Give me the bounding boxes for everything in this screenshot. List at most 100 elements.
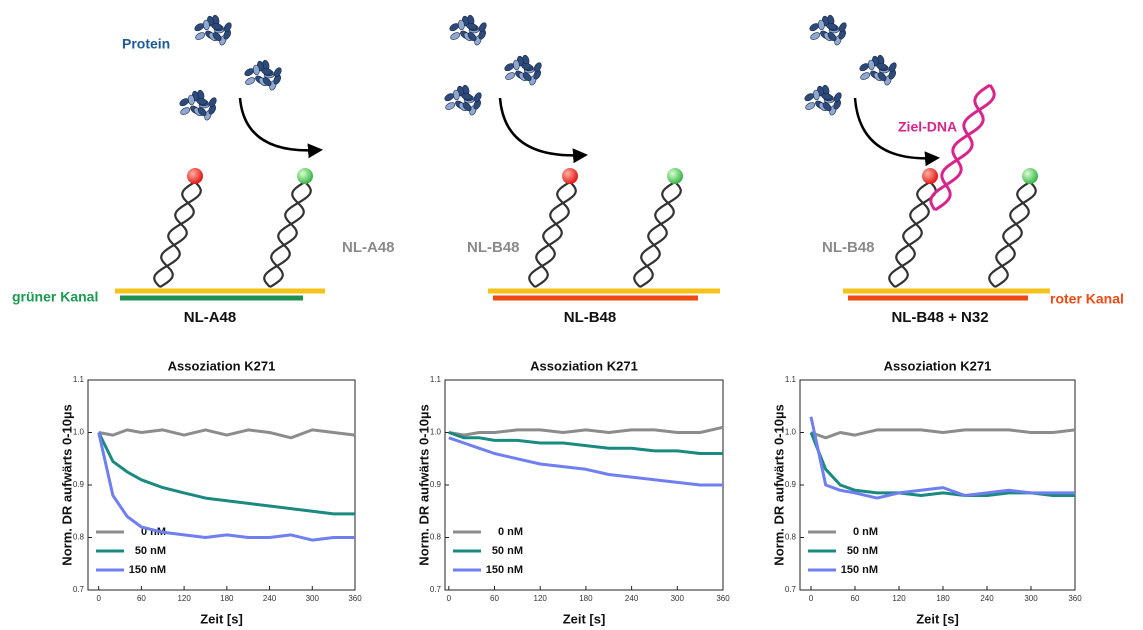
series-line	[809, 431, 1075, 497]
arrow	[498, 97, 588, 164]
protein	[179, 89, 217, 121]
dna-strand	[988, 181, 1031, 288]
x-axis-label: Zeit [s]	[200, 611, 243, 626]
y-tick-label: 1.1	[73, 375, 85, 384]
arrow	[238, 97, 323, 159]
strand-label: NL-B48	[467, 239, 520, 256]
protein-part	[211, 22, 222, 30]
protein	[809, 14, 847, 46]
plot-frame	[87, 379, 356, 591]
protein-part	[876, 62, 887, 70]
x-tick-label: 60	[137, 594, 146, 603]
protein-part	[262, 77, 272, 87]
strand-label: NL-A48	[342, 239, 395, 256]
series-line	[448, 431, 723, 455]
protein	[194, 14, 232, 46]
protein-part	[533, 62, 542, 73]
dna-strand	[153, 181, 196, 288]
protein-part	[821, 92, 832, 100]
y-tick-label: 0.9	[73, 480, 85, 489]
protein	[449, 14, 487, 46]
fluorophore	[922, 168, 938, 184]
series-line	[810, 428, 1076, 440]
y-tick-label: 1.1	[785, 375, 797, 384]
protein-part	[466, 22, 477, 30]
x-axis-label: Zeit [s]	[563, 611, 606, 626]
charts: Assoziation K271 Zeit [s] Norm. DR aufwärt…	[59, 358, 1082, 626]
x-tick-label: 180	[579, 594, 593, 603]
protein-part	[195, 32, 206, 40]
y-tick-label: 0.8	[73, 533, 85, 542]
dna-strand	[639, 181, 682, 288]
protein-part	[196, 97, 207, 105]
channel-label: roter Kanal	[1050, 291, 1124, 307]
series-line	[97, 431, 355, 516]
y-tick-label: 0.9	[430, 480, 442, 489]
protein-part	[245, 77, 256, 85]
protein-part	[810, 32, 821, 40]
fluorophore	[187, 168, 203, 184]
protein-part	[253, 64, 260, 76]
x-tick-label: 0	[96, 594, 101, 603]
x-tick-label: 360	[348, 594, 362, 603]
legend-label: 50 nM	[135, 545, 166, 557]
x-tick-label: 300	[306, 594, 320, 603]
x-axis-label: Zeit [s]	[916, 611, 959, 626]
protein-part	[478, 22, 487, 33]
series-line	[97, 432, 355, 542]
protein-part	[888, 62, 897, 73]
strand-label: NL-B48	[822, 239, 875, 256]
x-tick-label: 0	[447, 594, 452, 603]
x-tick-label: 120	[534, 594, 548, 603]
protein-part	[467, 32, 477, 42]
plot-frame	[444, 379, 724, 591]
protein-part	[827, 32, 837, 42]
protein-part	[818, 19, 825, 31]
protein-part	[838, 22, 847, 33]
x-tick-label: 240	[625, 594, 639, 603]
protein-part	[522, 72, 532, 82]
protein-part	[868, 59, 875, 71]
caption: NL-A48	[184, 309, 237, 326]
chart-title: Assoziation K271	[530, 358, 638, 373]
y-tick-label: 0.7	[73, 585, 85, 594]
y-tick-label: 0.7	[785, 585, 797, 594]
protein-part	[223, 22, 232, 33]
protein-part	[813, 89, 820, 101]
protein	[859, 54, 897, 86]
protein-part	[453, 89, 460, 101]
dna-strand	[888, 181, 931, 288]
protein-part	[212, 32, 222, 42]
protein-label: Protein	[122, 36, 170, 52]
protein-part	[833, 92, 842, 103]
legend-label: 150 nM	[841, 564, 878, 576]
x-tick-label: 120	[892, 594, 906, 603]
legend-label: 150 nM	[129, 564, 166, 576]
dna-strand	[528, 181, 571, 288]
protein-part	[261, 67, 272, 75]
dna-strand	[269, 181, 312, 288]
x-tick-label: 240	[263, 594, 277, 603]
dna-strand	[994, 181, 1037, 288]
protein-part	[445, 102, 456, 110]
x-tick-label: 0	[809, 594, 814, 603]
caption: NL-B48	[564, 309, 617, 326]
protein-part	[473, 92, 482, 103]
diagram	[115, 14, 1050, 301]
protein	[244, 59, 282, 91]
series-line	[448, 425, 724, 437]
x-tick-label: 300	[1024, 594, 1038, 603]
fluorophore	[562, 168, 578, 184]
target-dna	[934, 84, 996, 212]
protein-part	[505, 72, 516, 80]
y-tick-label: 1.0	[785, 428, 797, 437]
protein-part	[822, 102, 832, 112]
protein-part	[860, 72, 871, 80]
y-tick-label: 0.8	[785, 533, 797, 542]
x-tick-label: 60	[490, 594, 499, 603]
y-tick-label: 0.9	[785, 480, 797, 489]
legend-label: 50 nM	[492, 545, 523, 557]
chart-title: Assoziation K271	[168, 358, 276, 373]
chart-title: Assoziation K271	[884, 358, 992, 373]
